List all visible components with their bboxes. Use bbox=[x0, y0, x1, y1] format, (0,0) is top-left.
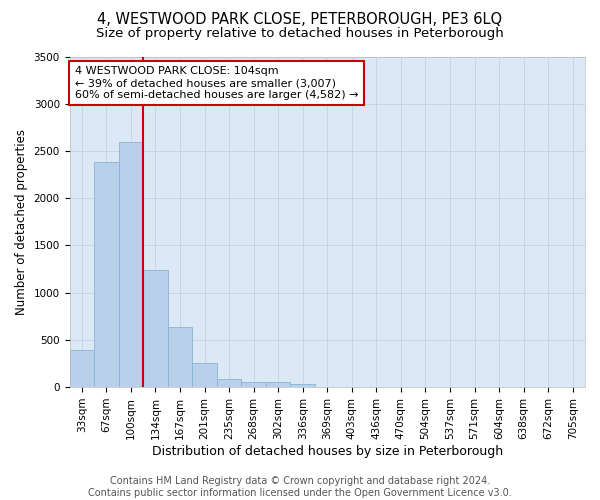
Bar bbox=[70, 350, 94, 387]
Bar bbox=[119, 142, 143, 387]
Bar bbox=[94, 162, 119, 387]
Bar bbox=[290, 384, 315, 387]
Bar bbox=[217, 378, 241, 387]
Text: 4, WESTWOOD PARK CLOSE, PETERBOROUGH, PE3 6LQ: 4, WESTWOOD PARK CLOSE, PETERBOROUGH, PE… bbox=[97, 12, 503, 28]
Bar bbox=[168, 326, 192, 387]
Bar bbox=[192, 363, 217, 387]
Text: Contains HM Land Registry data © Crown copyright and database right 2024.
Contai: Contains HM Land Registry data © Crown c… bbox=[88, 476, 512, 498]
Bar bbox=[266, 382, 290, 387]
Text: Size of property relative to detached houses in Peterborough: Size of property relative to detached ho… bbox=[96, 28, 504, 40]
Text: 4 WESTWOOD PARK CLOSE: 104sqm
← 39% of detached houses are smaller (3,007)
60% o: 4 WESTWOOD PARK CLOSE: 104sqm ← 39% of d… bbox=[74, 66, 358, 100]
Bar bbox=[241, 382, 266, 387]
X-axis label: Distribution of detached houses by size in Peterborough: Distribution of detached houses by size … bbox=[152, 444, 503, 458]
Bar bbox=[143, 270, 168, 387]
Y-axis label: Number of detached properties: Number of detached properties bbox=[15, 129, 28, 315]
